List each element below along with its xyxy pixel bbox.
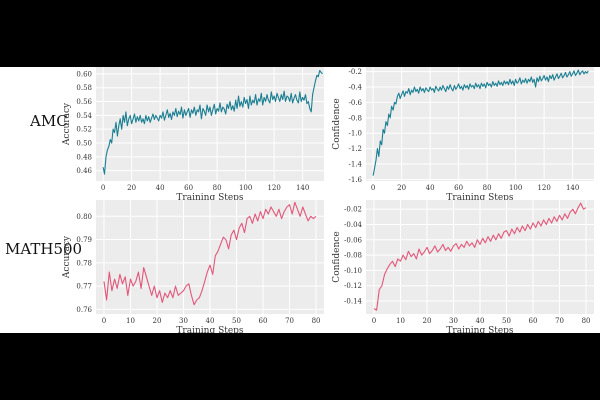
chart-3-xtick-label: 0: [102, 317, 106, 325]
chart-3-xtick-label: 80: [312, 317, 321, 325]
chart-4-xtick-label: 80: [582, 317, 591, 325]
chart-1-xtick-label: 80: [213, 184, 222, 192]
chart-2-xtick-label: 0: [371, 184, 375, 192]
chart-4-xtick-label: 40: [476, 317, 485, 325]
chart-2-xtick-label: 140: [566, 184, 579, 192]
chart-2-ytick-label: -1.4: [349, 161, 363, 169]
chart-2-xtick-label: 120: [537, 184, 550, 192]
chart-1-ylabel: Accuracy: [62, 102, 72, 146]
chart-2-series-line: [372, 69, 589, 176]
chart-4-ytick-label: -0.06: [344, 236, 362, 244]
chart-1-xtick-label: 60: [184, 184, 193, 192]
chart-4-xtick-label: 50: [502, 317, 511, 325]
figure-canvas: AMC MATH500 0.46 0.48 0.50 0.52 0.54 0.56 0.58…: [0, 67, 600, 333]
chart-3-xtick-label: 40: [206, 317, 215, 325]
chart-2-xtick-label: 60: [454, 184, 463, 192]
chart-1-series-line: [102, 69, 323, 175]
chart-4-ytick-label: -0.12: [344, 282, 362, 290]
chart-2-ytick-label: -1.2: [349, 145, 363, 153]
chart-3-ytick-label: 0.76: [76, 306, 92, 314]
chart-3-xtick-label: 20: [153, 317, 162, 325]
chart-1-xtick-label: 0: [101, 184, 105, 192]
chart-3-ytick-label: 0.79: [76, 236, 92, 244]
chart-4-series-line: [373, 202, 587, 311]
chart-1-ytick-label: 0.46: [76, 167, 92, 175]
chart-1-xtick-label: 20: [127, 184, 136, 192]
chart-4-xtick-label: 20: [423, 317, 432, 325]
chart-1-ytick-label: 0.56: [76, 98, 92, 106]
chart-3-xtick-label: 50: [232, 317, 241, 325]
chart-2-ytick-label: -0.2: [349, 68, 363, 76]
chart-1-xtick-label: 120: [267, 184, 280, 192]
chart-2-xtick-label: 40: [426, 184, 435, 192]
chart-3-xtick-label: 60: [259, 317, 268, 325]
chart-3-ytick-label: 0.78: [76, 259, 92, 267]
chart-1-xtick-label: 100: [239, 184, 252, 192]
chart-1-xtick-label: 140: [296, 184, 309, 192]
chart-2-xtick-label: 100: [509, 184, 522, 192]
chart-1-ytick-label: 0.50: [76, 140, 92, 148]
chart-1-xtick-label: 40: [156, 184, 165, 192]
chart-3-xtick-label: 30: [179, 317, 188, 325]
chart-4-ytick-label: -0.08: [344, 252, 362, 260]
chart-4-ytick-label: -0.10: [344, 267, 362, 275]
chart-4-ytick-label: -0.14: [344, 297, 362, 305]
chart-2-plot-area: [366, 67, 594, 181]
chart-2-ytick-label: -0.6: [349, 99, 363, 107]
chart-2-xtick-label: 80: [483, 184, 492, 192]
chart-3-xlabel: Training Steps: [176, 326, 244, 333]
chart-1-ytick-label: 0.54: [76, 112, 92, 120]
chart-grid: 0.46 0.48 0.50 0.52 0.54 0.56 0.58 0.60 0 20 40 60 8…: [62, 67, 594, 333]
chart-2-ytick-label: -1.6: [349, 176, 363, 184]
chart-3-series-line: [103, 201, 317, 306]
chart-2-ytick-label: -0.8: [349, 114, 363, 122]
chart-4-ytick-label: -0.04: [344, 221, 362, 229]
chart-2-xtick-label: 20: [397, 184, 406, 192]
chart-1-xlabel: Training Steps: [176, 193, 244, 203]
chart-3-ylabel: Accuracy: [62, 235, 72, 279]
chart-1-ytick-label: 0.48: [76, 153, 92, 161]
chart-3-ytick-label: 0.80: [76, 213, 92, 221]
chart-2-xlabel: Training Steps: [446, 193, 514, 203]
chart-1-ytick-label: 0.52: [76, 126, 92, 134]
chart-4-ylabel: Confidence: [332, 231, 342, 282]
chart-2-ylabel: Confidence: [332, 98, 342, 149]
chart-1-ytick-label: 0.60: [76, 70, 92, 78]
chart-3-xtick-label: 10: [126, 317, 135, 325]
chart-1-plot-area: [96, 67, 324, 181]
chart-4-xtick-label: 70: [555, 317, 564, 325]
chart-3-ytick-label: 0.77: [76, 283, 92, 291]
chart-4-xtick-label: 60: [529, 317, 538, 325]
chart-2-ytick-label: -1.0: [349, 130, 363, 138]
chart-2-ytick-label: -0.4: [349, 84, 363, 92]
chart-4-xtick-label: 0: [372, 317, 376, 325]
row-label-math500: MATH500: [5, 240, 83, 258]
chart-4-xlabel: Training Steps: [446, 326, 514, 333]
chart-4-ytick-label: -0.02: [344, 206, 362, 214]
chart-4-xtick-label: 30: [449, 317, 458, 325]
chart-1-ytick-label: 0.58: [76, 84, 92, 92]
chart-3-xtick-label: 70: [285, 317, 294, 325]
row-label-amc: AMC: [30, 112, 68, 130]
chart-4-xtick-label: 10: [396, 317, 405, 325]
